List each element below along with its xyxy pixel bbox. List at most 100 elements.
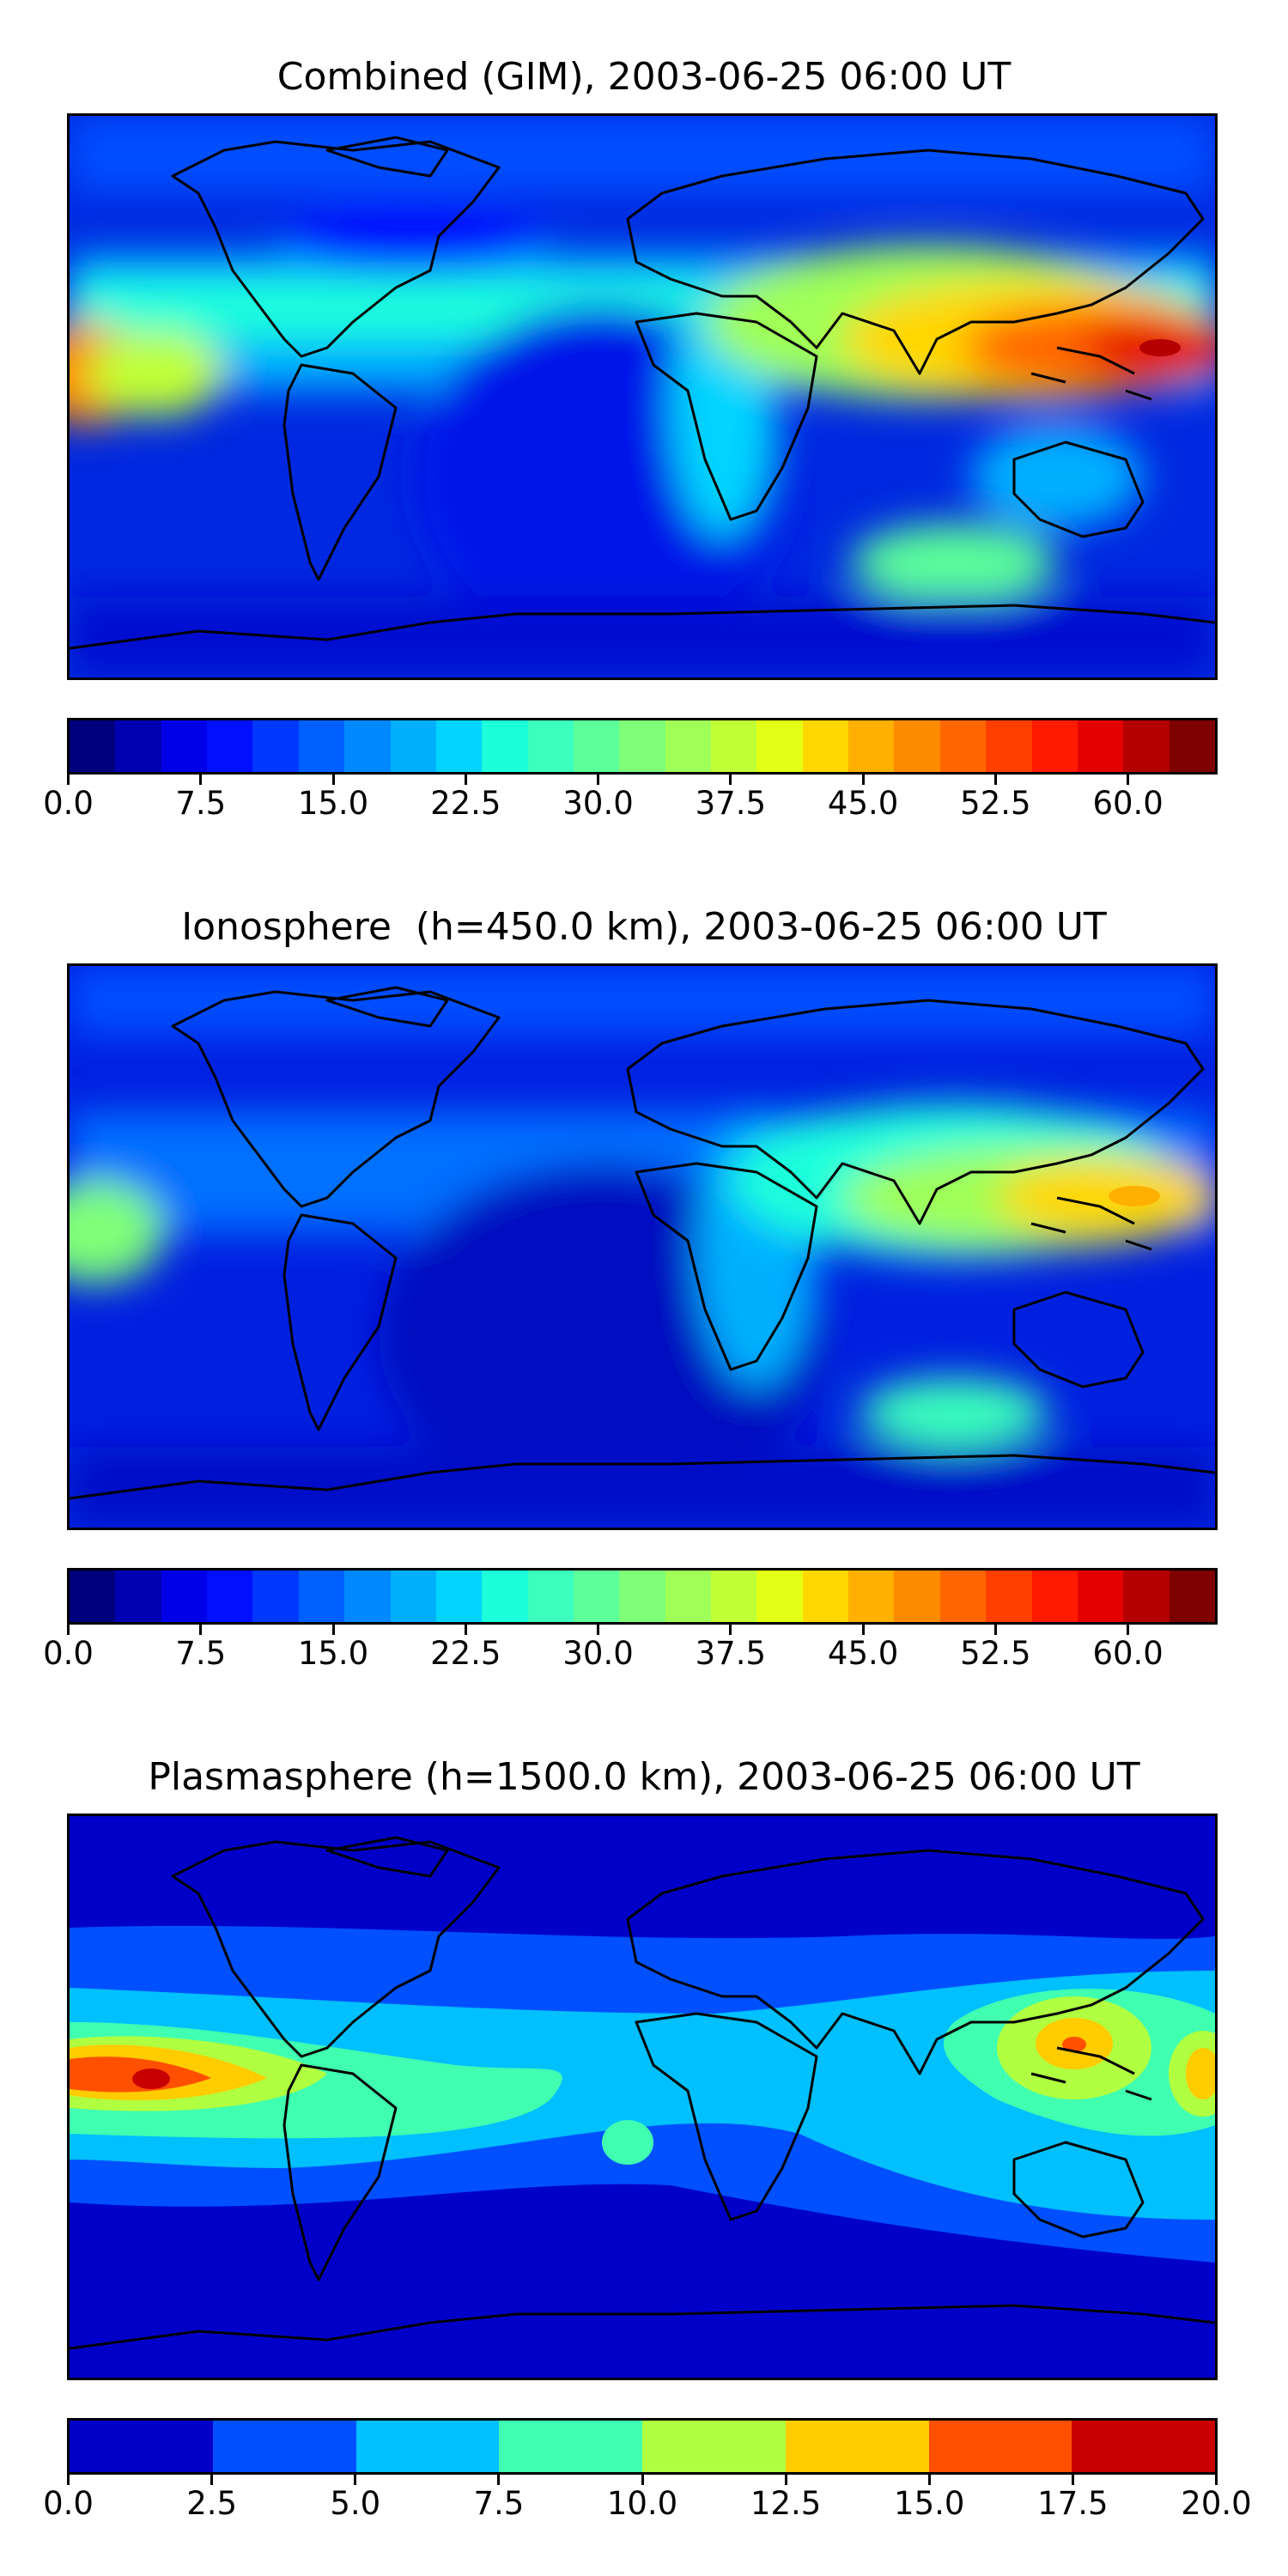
colorbar-segment: [802, 1571, 849, 1622]
colorbar-segment: [527, 1571, 574, 1622]
colorbar-segment: [785, 2421, 929, 2472]
colorbar-tick: [927, 2475, 931, 2485]
colorbar-segment: [70, 1571, 116, 1622]
colorbar-tick-label: 15.0: [894, 2485, 965, 2522]
colorbar-tick: [67, 2475, 70, 2485]
colorbar-segment: [1072, 2421, 1215, 2472]
colorbar-segment: [115, 1571, 161, 1622]
colorbar-tick: [464, 775, 467, 785]
colorbar-segment: [642, 2421, 786, 2472]
colorbar-tick: [729, 1625, 732, 1635]
colorbar-tick-label: 30.0: [562, 785, 634, 822]
map-combined: [67, 113, 1218, 680]
colorbar-segment: [70, 2421, 213, 2472]
colorbar-tick: [1071, 2475, 1074, 2485]
colorbar-segment: [252, 720, 299, 772]
colorbar-segment: [894, 720, 940, 772]
colorbar-tick-label: 2.5: [186, 2485, 238, 2522]
colorbar-segment: [344, 720, 391, 772]
colorbar-tick: [331, 1625, 335, 1635]
colorbar-tick-label: 52.5: [960, 1635, 1031, 1672]
colorbar-segment: [711, 1571, 757, 1622]
colorbar-segment: [1123, 720, 1170, 772]
colorbar-tick: [354, 2475, 357, 2485]
map-ionosphere: [67, 963, 1218, 1530]
colorbar-segment: [756, 720, 803, 772]
panel-title-combined: Combined (GIM), 2003-06-25 06:00 UT: [276, 55, 1012, 99]
colorbar-tick-label: 15.0: [297, 1635, 369, 1672]
colorbar-tick-label: 0.0: [43, 2485, 94, 2522]
colorbar-tick-label: 22.5: [430, 785, 501, 822]
colorbar-tick-label: 37.5: [695, 785, 767, 822]
colorbar-tick-label: 5.0: [330, 2485, 381, 2522]
colorbar-segment: [207, 1571, 253, 1622]
colorbar-tick: [993, 775, 997, 785]
colorbar-combined: [67, 718, 1218, 775]
colorbar-tick: [729, 775, 732, 785]
colorbar-segment: [619, 720, 665, 772]
colorbar-segment: [928, 2421, 1072, 2472]
colorbar-tick: [861, 1625, 865, 1635]
colorbar-tick-label: 60.0: [1092, 785, 1163, 822]
colorbar-segment: [1031, 1571, 1078, 1622]
colorbar-segment: [435, 1571, 483, 1622]
colorbar-tick: [597, 1625, 600, 1635]
colorbar-plasmasphere-ticks: 0.0 2.5 5.0 7.5 10.0 12.5 15.0 17.5 20.0: [43, 2475, 1252, 2526]
colorbar-segment: [1031, 720, 1078, 772]
colorbar-segment: [390, 720, 436, 772]
colorbar-segment: [573, 720, 620, 772]
colorbar-segment: [70, 720, 116, 772]
colorbar-tick: [1215, 2475, 1218, 2485]
colorbar-combined-ticks: 0.0 7.5 15.0 22.5 30.0 37.5 45.0 52.5 60.0: [43, 775, 1218, 826]
colorbar-segment: [527, 720, 574, 772]
colorbar-segment: [499, 2421, 642, 2472]
colorbar-segment: [665, 720, 712, 772]
colorbar-segment: [298, 1571, 345, 1622]
colorbar-segment: [115, 720, 161, 772]
colorbar-segment: [355, 2421, 500, 2472]
colorbar-segment: [939, 1571, 987, 1622]
map-plasmasphere: [67, 1814, 1218, 2380]
colorbar-segment: [894, 1571, 940, 1622]
colorbar-tick-label: 20.0: [1181, 2485, 1252, 2522]
panel-title-plasmasphere: Plasmasphere (h=1500.0 km), 2003-06-25 0…: [148, 1755, 1140, 1799]
colorbar-segment: [1077, 720, 1124, 772]
colorbar-tick-label: 7.5: [175, 1635, 227, 1672]
colorbar-segment: [207, 720, 253, 772]
colorbar-tick: [464, 1625, 467, 1635]
colorbar-segment: [619, 1571, 665, 1622]
colorbar-tick: [993, 1625, 997, 1635]
colorbar-tick-label: 12.5: [750, 2485, 822, 2522]
colorbar-tick-label: 7.5: [175, 785, 227, 822]
colorbar-tick-label: 10.0: [606, 2485, 678, 2522]
colorbar-segment: [482, 720, 528, 772]
map-combined-field: [70, 116, 1215, 677]
colorbar-tick-label: 37.5: [695, 1635, 767, 1672]
colorbar-segment: [435, 720, 483, 772]
colorbar-tick: [1127, 775, 1130, 785]
colorbar-segment: [665, 1571, 712, 1622]
colorbar-tick-label: 52.5: [960, 785, 1031, 822]
colorbar-tick: [641, 2475, 644, 2485]
colorbar-tick-label: 0.0: [43, 1635, 94, 1672]
colorbar-tick: [199, 775, 203, 785]
colorbar-segment: [212, 2421, 356, 2472]
colorbar-tick: [331, 775, 335, 785]
colorbar-segment: [756, 1571, 803, 1622]
colorbar-segment: [939, 720, 987, 772]
colorbar-tick-label: 45.0: [827, 1635, 899, 1672]
colorbar-tick-label: 60.0: [1092, 1635, 1163, 1672]
colorbar-tick: [1127, 1625, 1130, 1635]
colorbar-tick: [597, 775, 600, 785]
colorbar-segment: [161, 1571, 208, 1622]
colorbar-segment: [344, 1571, 391, 1622]
colorbar-segment: [986, 1571, 1032, 1622]
colorbar-tick-label: 30.0: [562, 1635, 634, 1672]
colorbar-segment: [848, 1571, 895, 1622]
colorbar-plasmasphere: [67, 2418, 1218, 2475]
colorbar-segment: [986, 720, 1032, 772]
colorbar-tick: [861, 775, 865, 785]
colorbar-segment: [1169, 720, 1215, 772]
colorbar-tick: [67, 1625, 70, 1635]
colorbar-tick-label: 17.5: [1037, 2485, 1109, 2522]
